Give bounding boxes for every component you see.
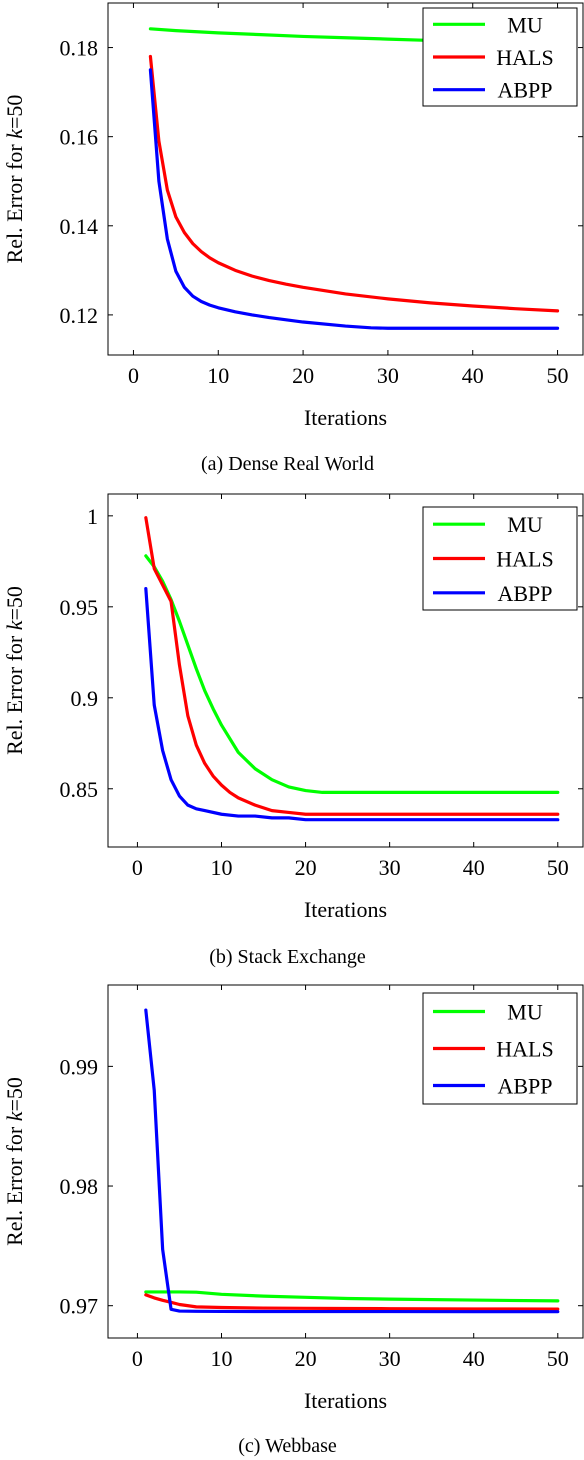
y-tick-label: 0.12	[60, 303, 99, 328]
legend-label-abpp: ABPP	[497, 581, 552, 606]
legend-label-mu: MU	[507, 1000, 543, 1025]
x-axis-label: Iterations	[304, 405, 387, 430]
chart-2: 0 10 20 30 40 50 0.97 0.98 0.99 Iterations Rel. Er…	[2, 984, 584, 1457]
y-tick-label: 0.98	[60, 1174, 99, 1199]
y-tick-label: 0.16	[60, 125, 99, 150]
legend-label-abpp: ABPP	[497, 78, 552, 103]
x-tick-label: 20	[292, 363, 314, 388]
y-axis-label: Rel. Error for k=50	[2, 1077, 27, 1246]
x-tick-label: 10	[207, 363, 229, 388]
x-tick-label: 30	[377, 363, 399, 388]
x-tick-label: 50	[547, 363, 569, 388]
figure-caption: (b) Stack Exchange	[209, 946, 366, 968]
figure-caption: (c) Webbase	[238, 1435, 337, 1457]
x-tick-label: 30	[379, 1346, 401, 1371]
legend-label-hals: HALS	[496, 547, 553, 572]
series-line-hals	[144, 1293, 560, 1311]
y-tick-label: 0.9	[71, 686, 99, 711]
legend-label-hals: HALS	[496, 45, 553, 70]
figure-caption: (a) Dense Real World	[201, 453, 374, 475]
series-line-abpp	[144, 1008, 560, 1314]
series-line-mu	[144, 554, 560, 795]
plot-frame	[107, 984, 584, 1339]
x-tick-label: 40	[463, 1346, 485, 1371]
series-line-abpp	[144, 587, 560, 822]
x-tick-label: 20	[295, 1346, 317, 1371]
series-line-mu	[144, 1290, 560, 1303]
legend-label-mu: MU	[507, 12, 543, 37]
x-tick-label: 50	[547, 1346, 569, 1371]
chart-1: 0 10 20 30 40 50 0.85 0.9 0.95 1 Iterations Rel. Er…	[2, 493, 584, 968]
chart-0: 0 10 20 30 40 50 0.12 0.14 0.16 0.18 Iterations Rel…	[2, 2, 584, 475]
y-tick-label: 0.14	[60, 214, 99, 239]
y-tick-label: 0.95	[60, 595, 99, 620]
x-tick-label: 10	[210, 855, 232, 880]
y-tick-label: 0.85	[60, 777, 99, 802]
legend: MU HALS ABPP	[422, 7, 578, 107]
series-line-abpp	[148, 68, 560, 330]
y-axis-label: Rel. Error for k=50	[2, 586, 27, 755]
series-line-hals	[144, 516, 560, 816]
x-tick-label: 0	[132, 855, 143, 880]
x-tick-label: 20	[295, 855, 317, 880]
legend-label-mu: MU	[507, 512, 543, 537]
legend-label-abpp: ABPP	[497, 1074, 552, 1099]
x-tick-label: 10	[210, 1346, 232, 1371]
x-axis-label: Iterations	[304, 1388, 387, 1413]
plot-frame	[107, 493, 584, 848]
plot-frame	[107, 2, 584, 356]
x-tick-label: 0	[128, 363, 139, 388]
x-tick-label: 40	[463, 855, 485, 880]
legend: MU HALS ABPP	[422, 992, 578, 1105]
y-tick-label: 0.99	[60, 1054, 99, 1079]
y-tick-label: 0.97	[60, 1294, 99, 1319]
x-axis-label: Iterations	[304, 897, 387, 922]
y-tick-label: 0.18	[60, 36, 99, 61]
x-tick-label: 0	[132, 1346, 143, 1371]
x-tick-label: 50	[547, 855, 569, 880]
x-tick-label: 30	[379, 855, 401, 880]
legend: MU HALS ABPP	[422, 506, 578, 611]
x-tick-label: 40	[462, 363, 484, 388]
series-line-hals	[148, 54, 560, 313]
y-tick-label: 1	[87, 504, 98, 529]
legend-label-hals: HALS	[496, 1037, 553, 1062]
y-axis-label: Rel. Error for k=50	[2, 95, 27, 264]
